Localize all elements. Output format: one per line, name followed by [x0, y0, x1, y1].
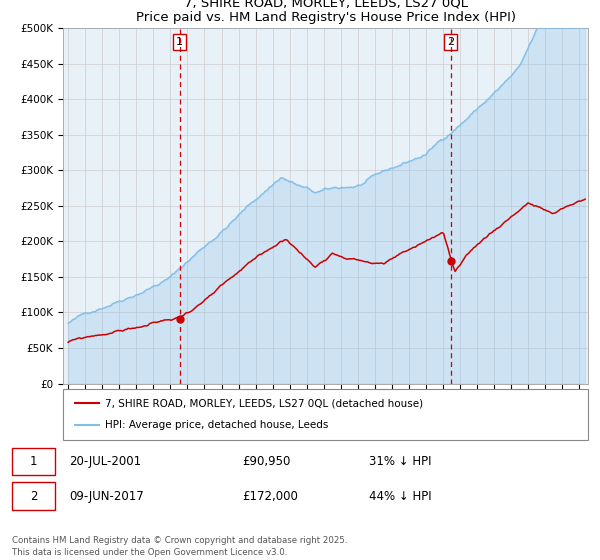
Text: 44% ↓ HPI: 44% ↓ HPI — [369, 489, 432, 503]
Text: 1: 1 — [176, 37, 183, 47]
Text: 1: 1 — [30, 455, 37, 468]
Text: HPI: Average price, detached house, Leeds: HPI: Average price, detached house, Leed… — [105, 421, 328, 431]
FancyBboxPatch shape — [12, 482, 55, 510]
Text: £172,000: £172,000 — [242, 489, 298, 503]
Text: 09-JUN-2017: 09-JUN-2017 — [70, 489, 145, 503]
Text: Contains HM Land Registry data © Crown copyright and database right 2025.
This d: Contains HM Land Registry data © Crown c… — [12, 536, 347, 557]
Text: 2: 2 — [447, 37, 454, 47]
Text: 7, SHIRE ROAD, MORLEY, LEEDS, LS27 0QL (detached house): 7, SHIRE ROAD, MORLEY, LEEDS, LS27 0QL (… — [105, 398, 423, 408]
Text: 31% ↓ HPI: 31% ↓ HPI — [369, 455, 431, 468]
Title: 7, SHIRE ROAD, MORLEY, LEEDS, LS27 0QL
Price paid vs. HM Land Registry's House P: 7, SHIRE ROAD, MORLEY, LEEDS, LS27 0QL P… — [136, 0, 515, 24]
Text: 20-JUL-2001: 20-JUL-2001 — [70, 455, 142, 468]
FancyBboxPatch shape — [12, 447, 55, 475]
Text: 2: 2 — [30, 489, 37, 503]
Text: £90,950: £90,950 — [242, 455, 291, 468]
